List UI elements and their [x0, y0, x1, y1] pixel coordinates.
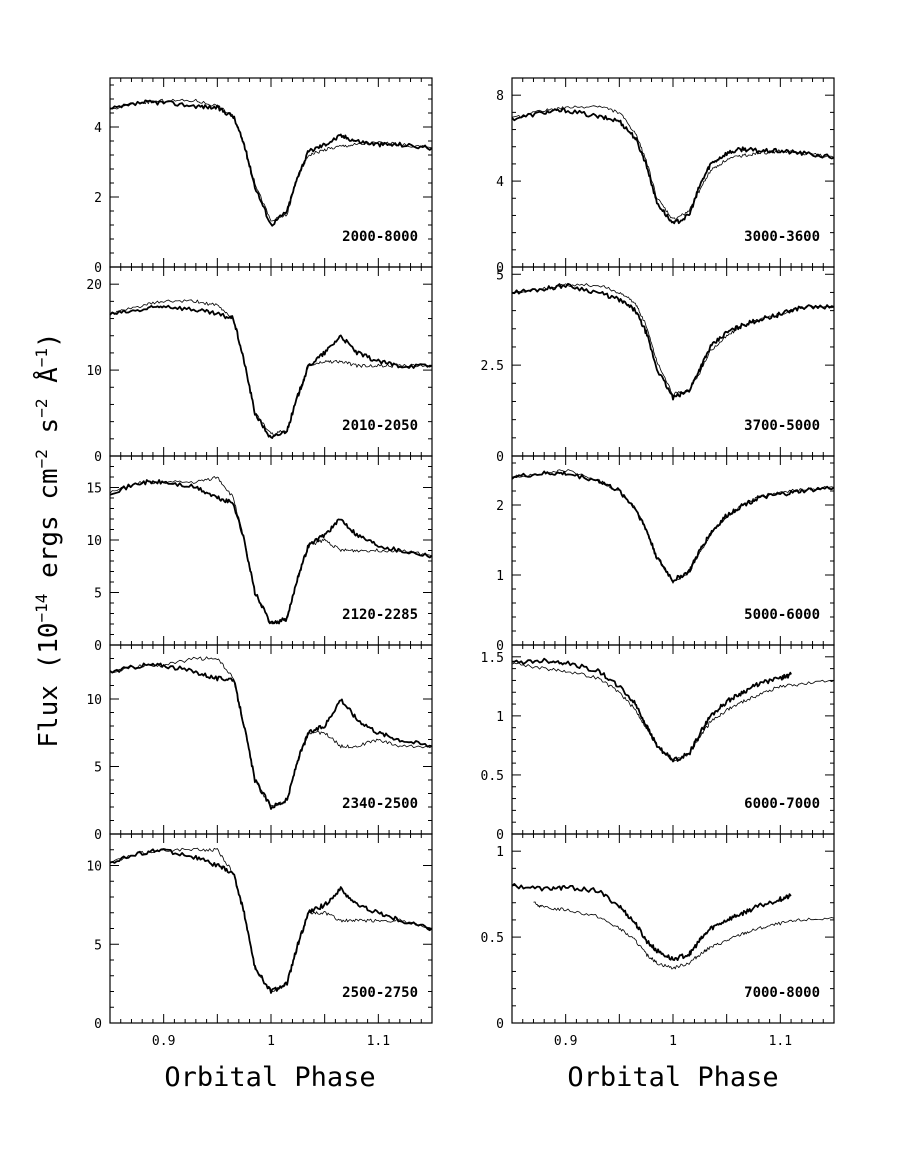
y-tick-label: 2	[496, 499, 504, 514]
y-tick-label: 0	[496, 261, 504, 276]
y-tick-label: 10	[86, 860, 102, 875]
y-tick-label: 0	[94, 828, 102, 843]
band-label: 5000-6000	[744, 607, 820, 623]
panel-left-2120-2285: 0 5 10 15 2120-2285	[86, 455, 433, 654]
panel-right-3000-3600: 0 4 8 3000-3600	[496, 77, 835, 276]
series-eclipse-1-line	[109, 99, 433, 227]
series-eclipse-1-line	[511, 282, 835, 401]
series-eclipse-1-line	[511, 107, 835, 225]
y-tick-label: 0	[496, 450, 504, 465]
y-tick-label: 1.5	[481, 651, 504, 666]
y-tick-label: 20	[86, 278, 102, 293]
y-tick-label: 2	[94, 191, 102, 206]
series-eclipse-1-line	[109, 304, 433, 439]
panel-left-2010-2050: 0 10 20 2010-2050	[86, 266, 433, 465]
band-label: 2000-8000	[342, 229, 418, 245]
band-label: 2010-2050	[342, 418, 418, 434]
panel-right-3700-5000: 0 2.5 5 3700-5000	[481, 266, 835, 465]
y-axis-title-text: Flux (10−14 ergs cm−2 s−2 Å−1)	[32, 332, 64, 747]
y-tick-label: 0	[94, 639, 102, 654]
y-tick-label: 0	[496, 639, 504, 654]
y-tick-label: 5	[94, 587, 102, 602]
x-tick-label: 1	[669, 1034, 677, 1049]
y-tick-label: 10	[86, 364, 102, 379]
panel-grid: 0242000-8000010202010-20500510152120-228…	[86, 77, 835, 1049]
series-eclipse-1-line	[109, 848, 433, 994]
y-tick-label: 0	[94, 450, 102, 465]
y-tick-label: 1	[496, 845, 504, 860]
series-eclipse-1-line	[109, 662, 433, 810]
y-tick-label: 0.5	[481, 769, 504, 784]
x-axis-title-right: Orbital Phase	[567, 1062, 778, 1093]
x-tick-label: 1.1	[367, 1034, 390, 1049]
series-eclipse-2-line	[511, 105, 835, 220]
y-tick-label: 10	[86, 693, 102, 708]
series-eclipse-2-line	[511, 469, 835, 584]
band-label: 6000-7000	[744, 796, 820, 812]
band-label: 2340-2500	[342, 796, 418, 812]
y-tick-label: 15	[86, 482, 102, 497]
series-eclipse-1-line	[109, 479, 433, 625]
y-tick-label: 0	[496, 1017, 504, 1032]
series-eclipse-2-line	[511, 283, 835, 397]
y-tick-label: 0	[496, 828, 504, 843]
x-tick-label: 1	[267, 1034, 275, 1049]
panel-left-2000-8000: 0 2 4 2000-8000	[94, 77, 433, 276]
series-eclipse-2-line	[109, 656, 433, 807]
y-tick-label: 1	[496, 569, 504, 584]
x-tick-label: 1.1	[769, 1034, 792, 1049]
series-eclipse-1-line	[511, 657, 792, 763]
band-label: 2500-2750	[342, 985, 418, 1001]
series-eclipse-2-line	[511, 662, 835, 762]
x-tick-label: 0.9	[554, 1034, 577, 1049]
panel-left-2500-2750: 0 5 10 2500-2750	[86, 833, 433, 1032]
panel-left-2340-2500: 0 5 10 2340-2500	[86, 644, 433, 843]
panel-right-6000-7000: 0 0.5 1 1.5 6000-7000	[481, 644, 835, 843]
band-label: 3700-5000	[744, 418, 820, 434]
y-tick-label: 4	[94, 121, 102, 136]
series-eclipse-1-line	[511, 883, 792, 961]
y-tick-label: 0	[94, 1017, 102, 1032]
y-tick-label: 5	[496, 268, 504, 283]
y-tick-label: 0	[94, 261, 102, 276]
y-tick-label: 4	[496, 175, 504, 190]
y-tick-label: 10	[86, 534, 102, 549]
series-eclipse-2-line	[109, 98, 433, 222]
y-tick-label: 5	[94, 761, 102, 776]
x-axis-title-left: Orbital Phase	[164, 1062, 375, 1093]
series-eclipse-1-line	[511, 470, 835, 583]
series-eclipse-2-line	[109, 476, 433, 625]
y-tick-label: 1	[496, 710, 504, 725]
series-eclipse-2-line	[109, 299, 433, 436]
series-eclipse-2-line	[109, 847, 433, 994]
band-label: 7000-8000	[744, 985, 820, 1001]
y-tick-label: 5	[94, 938, 102, 953]
panel-right-5000-6000: 0 1 2 5000-6000	[496, 455, 835, 654]
panel-right-7000-8000: 0 0.5 1 7000-8000	[481, 833, 835, 1032]
y-tick-label: 2.5	[481, 359, 504, 374]
band-label: 2120-2285	[342, 607, 418, 623]
y-tick-label: 8	[496, 89, 504, 104]
series-eclipse-2-line	[533, 901, 835, 970]
band-label: 3000-3600	[744, 229, 820, 245]
y-axis-title: Flux (10−14 ergs cm−2 s−2 Å−1)	[32, 332, 64, 747]
y-tick-label: 0.5	[481, 931, 504, 946]
x-tick-label: 0.9	[152, 1034, 175, 1049]
